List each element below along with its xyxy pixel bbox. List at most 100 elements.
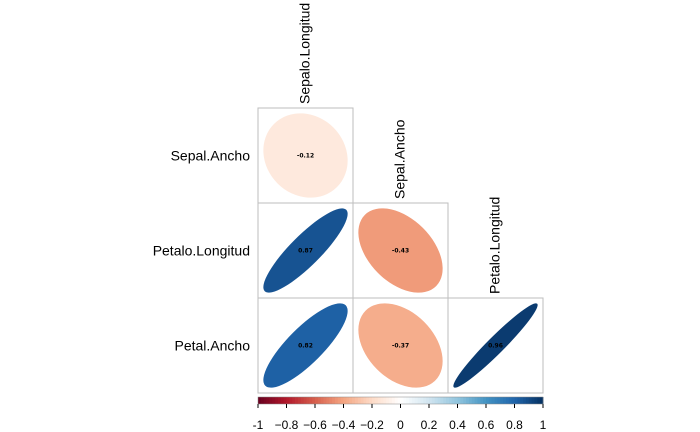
colorbar-segment <box>440 397 444 404</box>
colorbar-segment <box>394 397 399 404</box>
colorbar-segment <box>540 397 544 404</box>
colorbar-segment <box>466 397 470 404</box>
colorbar-segment <box>528 397 532 404</box>
colorbar-segment <box>474 397 478 404</box>
correlation-value: -0.37 <box>392 343 409 350</box>
grid-cell <box>447 297 544 394</box>
colorbar-segment <box>508 397 513 404</box>
colorbar-segment <box>411 397 416 404</box>
colorbar-segment <box>343 397 347 404</box>
colorbar-segment <box>272 397 276 404</box>
colorbar-segment <box>477 397 481 404</box>
column-label-sepalo-longitud: Sepalo.Longitud <box>297 3 313 104</box>
colorbar-segment <box>406 397 410 404</box>
correlation-ellipse <box>263 303 348 388</box>
colorbar-tick-label: -1 <box>253 418 264 432</box>
colorbar-tick-label: −0.6 <box>303 418 327 432</box>
colorbar-segment <box>289 397 293 404</box>
colorbar-segment <box>520 397 524 404</box>
colorbar-segment <box>409 397 413 404</box>
colorbar-segment <box>317 397 322 404</box>
colorbar-segment <box>263 397 267 404</box>
colorbar-segment <box>420 397 424 404</box>
colorbar-segment <box>332 397 336 404</box>
correlation-ellipse <box>358 208 443 293</box>
colorbar-segment <box>423 397 427 404</box>
colorbar-segment <box>295 397 299 404</box>
correlation-ellipse <box>358 303 443 388</box>
colorbar-segment <box>369 397 373 404</box>
correlation-value: 0.82 <box>298 343 313 350</box>
colorbar-segment <box>323 397 327 404</box>
colorbar-segment <box>523 397 527 404</box>
colorbar-segment <box>309 397 313 404</box>
colorbar-segment <box>480 397 484 404</box>
colorbar-segment <box>386 397 390 404</box>
colorbar-segment <box>374 397 379 404</box>
colorbar-segment <box>300 397 304 404</box>
colorbar-segment <box>525 397 530 404</box>
colorbar-tick-label: 1 <box>540 418 547 432</box>
colorbar-segment <box>486 397 490 404</box>
correlation-ellipse <box>453 303 538 388</box>
colorbar-segment <box>315 397 319 404</box>
colorbar-segment <box>354 397 359 404</box>
correlation-value: 0.87 <box>298 248 313 255</box>
correlation-value: -0.43 <box>392 248 409 255</box>
colorbar-segment <box>443 397 447 404</box>
colorbar-segment <box>389 397 393 404</box>
colorbar-segment <box>269 397 273 404</box>
colorbar-segment <box>471 397 475 404</box>
colorbar-segment <box>352 397 356 404</box>
colorbar-segment <box>429 397 433 404</box>
colorbar-tick-label: 0.6 <box>478 418 495 432</box>
colorbar-segment <box>391 397 396 404</box>
colorbar-segment <box>468 397 473 404</box>
colorbar-segment <box>446 397 450 404</box>
colorbar-segment <box>380 397 384 404</box>
colorbar-segment <box>280 397 285 404</box>
colorbar-segment <box>511 397 515 404</box>
colorbar-segment <box>497 397 501 404</box>
correlation-value: -0.12 <box>297 153 314 160</box>
correlation-ellipse <box>263 113 348 198</box>
correlation-ellipse <box>263 208 348 293</box>
colorbar-segment <box>537 397 541 404</box>
correlation-value: 0.96 <box>488 343 503 350</box>
colorbar-segment <box>258 397 262 404</box>
colorbar-segment <box>514 397 518 404</box>
colorbar-segment <box>500 397 504 404</box>
colorbar-segment <box>463 397 467 404</box>
colorbar-segment <box>451 397 456 404</box>
colorbar-segment <box>503 397 507 404</box>
colorbar-tick-label: 0.4 <box>449 418 466 432</box>
colorbar-segment <box>346 397 350 404</box>
colorbar-tick-label: −0.8 <box>275 418 299 432</box>
colorbar-tick-label: −0.4 <box>332 418 356 432</box>
colorbar-segment <box>277 397 282 404</box>
colorbar-segment <box>377 397 381 404</box>
colorbar-segment <box>437 397 441 404</box>
colorbar-segment <box>414 397 418 404</box>
colorbar-segment <box>283 397 287 404</box>
colorbar-segment <box>363 397 367 404</box>
colorbar-segment <box>483 397 487 404</box>
colorbar-segment <box>426 397 430 404</box>
colorbar-segment <box>454 397 458 404</box>
row-label-petalo-longitud: Petalo.Longitud <box>153 243 250 259</box>
colorbar-segment <box>366 397 370 404</box>
colorbar-segment <box>275 397 279 404</box>
colorbar-segment <box>360 397 364 404</box>
colorbar-segment <box>400 397 404 404</box>
colorbar-segment <box>494 397 498 404</box>
colorbar-segment <box>312 397 316 404</box>
colorbar-segment <box>292 397 296 404</box>
colorbar-tick-label: 0 <box>397 418 404 432</box>
column-label-sepal-ancho: Sepal.Ancho <box>392 119 408 199</box>
colorbar-segment <box>334 397 339 404</box>
colorbar-segment <box>531 397 535 404</box>
colorbar-segment <box>260 397 265 404</box>
colorbar-segment <box>491 397 495 404</box>
colorbar-segment <box>303 397 307 404</box>
